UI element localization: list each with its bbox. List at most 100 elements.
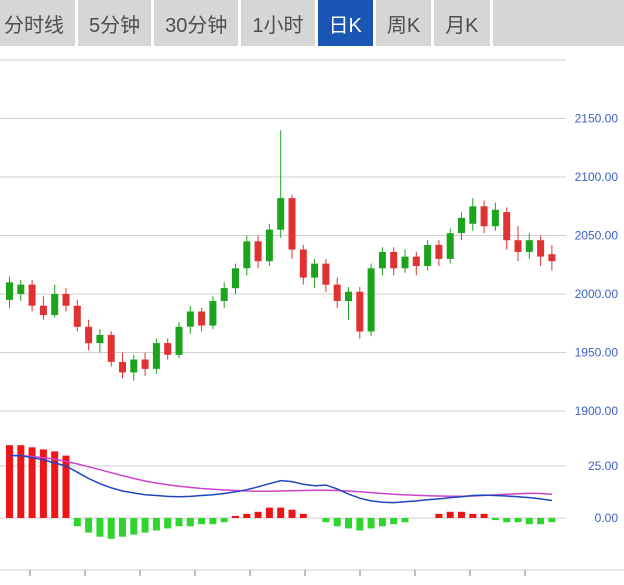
macd-bar-positive [480,513,488,518]
tab-1hour[interactable]: 1小时 [241,0,318,46]
macd-bar-positive [39,449,47,518]
macd-bar-negative [119,518,126,537]
candle-body [345,291,352,302]
candle-body [503,212,511,241]
price-axis-label: 1900.00 [575,404,619,418]
macd-bar-positive [288,509,296,518]
candle-body [175,326,183,355]
candle-body [469,206,477,224]
candle-body [525,240,533,252]
macd-bar-negative [96,518,104,537]
tab-30min[interactable]: 30分钟 [154,0,242,46]
candle-body [277,198,285,230]
candle-body [73,305,81,327]
macd-bar-positive [243,513,251,518]
macd-bar-negative [164,518,172,529]
macd-pane: 25.00 0.00 [0,445,624,576]
macd-bar-negative [378,518,386,527]
macd-bar-negative [73,518,81,527]
macd-bar-negative [175,518,183,527]
price-axis-label: 1950.00 [575,346,619,360]
macd-bar-negative [107,518,115,539]
candle-body [378,251,386,269]
candle-body [491,209,499,227]
macd-bar-positive [17,445,25,518]
macd-bar-negative [537,518,545,525]
candle-body [424,244,432,266]
candle-body [119,361,126,373]
candle-body [514,240,522,252]
macd-bar-negative [130,518,138,535]
tab-time-line[interactable]: 分时线 [0,0,78,46]
candle-body [401,256,409,269]
candle-body [243,241,251,269]
macd-bar-negative [356,518,364,531]
chart-area: 2150.00 2100.00 2050.00 2000.00 1950.00 1900.… [0,46,624,580]
candle-body [51,294,59,316]
candle-body [164,343,172,355]
macd-bar-positive [299,513,307,518]
candle-body [141,359,149,369]
macd-bar-positive [469,513,477,518]
candle-body [209,301,217,326]
timeframe-tabbar: 分时线 5分钟 30分钟 1小时 日K 周K 月K [0,0,624,46]
price-axis-label: 2100.00 [575,170,619,184]
candle-body [367,268,375,332]
candle-body [186,311,194,327]
tab-weekly-k[interactable]: 周K [375,0,435,46]
macd-bar-negative [220,518,228,523]
candle-body [62,294,70,306]
candle-body [435,244,443,259]
macd-bar-negative [152,518,160,531]
candle-body [480,206,488,227]
candle-body [548,254,556,262]
candlestick-pane: 2150.00 2100.00 2050.00 2000.00 1950.00 1900.… [0,59,619,418]
tab-5min[interactable]: 5分钟 [78,0,155,46]
macd-bar-negative [548,518,556,523]
macd-bar-negative [186,518,194,527]
price-axis-label: 2000.00 [575,287,619,301]
candle-body [107,334,115,362]
macd-bar-positive [265,507,273,518]
candle-body [220,288,228,301]
macd-bar-negative [209,518,217,525]
macd-bar-negative [85,518,93,533]
candle-body [390,251,398,269]
macd-bar-negative [345,518,352,529]
candle-body [39,305,47,316]
macd-bar-positive [458,511,465,518]
candlestick-macd-chart[interactable]: 2150.00 2100.00 2050.00 2000.00 1950.00 1900.… [0,46,624,580]
macd-axis-label: 25.00 [588,459,618,473]
macd-bar-positive [51,451,59,518]
macd-bar-negative [503,518,511,523]
macd-bar-positive [232,515,239,518]
candle-body [254,241,262,262]
candle-body [265,229,273,262]
price-axis-label: 2050.00 [575,229,619,243]
macd-bar-negative [322,518,330,523]
candle-body [6,282,13,300]
macd-bar-positive [6,445,13,518]
macd-bar-negative [401,518,409,523]
candle-body [96,334,104,344]
macd-bar-negative [525,518,533,525]
candle-body [130,359,138,373]
macd-bar-negative [141,518,149,533]
macd-bar-positive [28,447,36,518]
candle-body [17,284,25,294]
macd-bar-negative [514,518,522,523]
macd-axis-label: 0.00 [595,511,619,525]
candle-body [288,198,296,250]
candle-body [412,256,420,266]
macd-bar-negative [390,518,398,525]
candle-body [446,233,454,259]
tab-monthly-k[interactable]: 月K [434,0,493,46]
tab-daily-k[interactable]: 日K [317,0,376,46]
candle-body [232,268,239,289]
macd-bar-negative [198,518,206,525]
macd-bar-positive [62,455,70,518]
candle-body [356,291,364,332]
macd-bar-negative [333,518,341,527]
price-axis-label: 2150.00 [575,112,619,126]
macd-bar-positive [254,511,262,518]
